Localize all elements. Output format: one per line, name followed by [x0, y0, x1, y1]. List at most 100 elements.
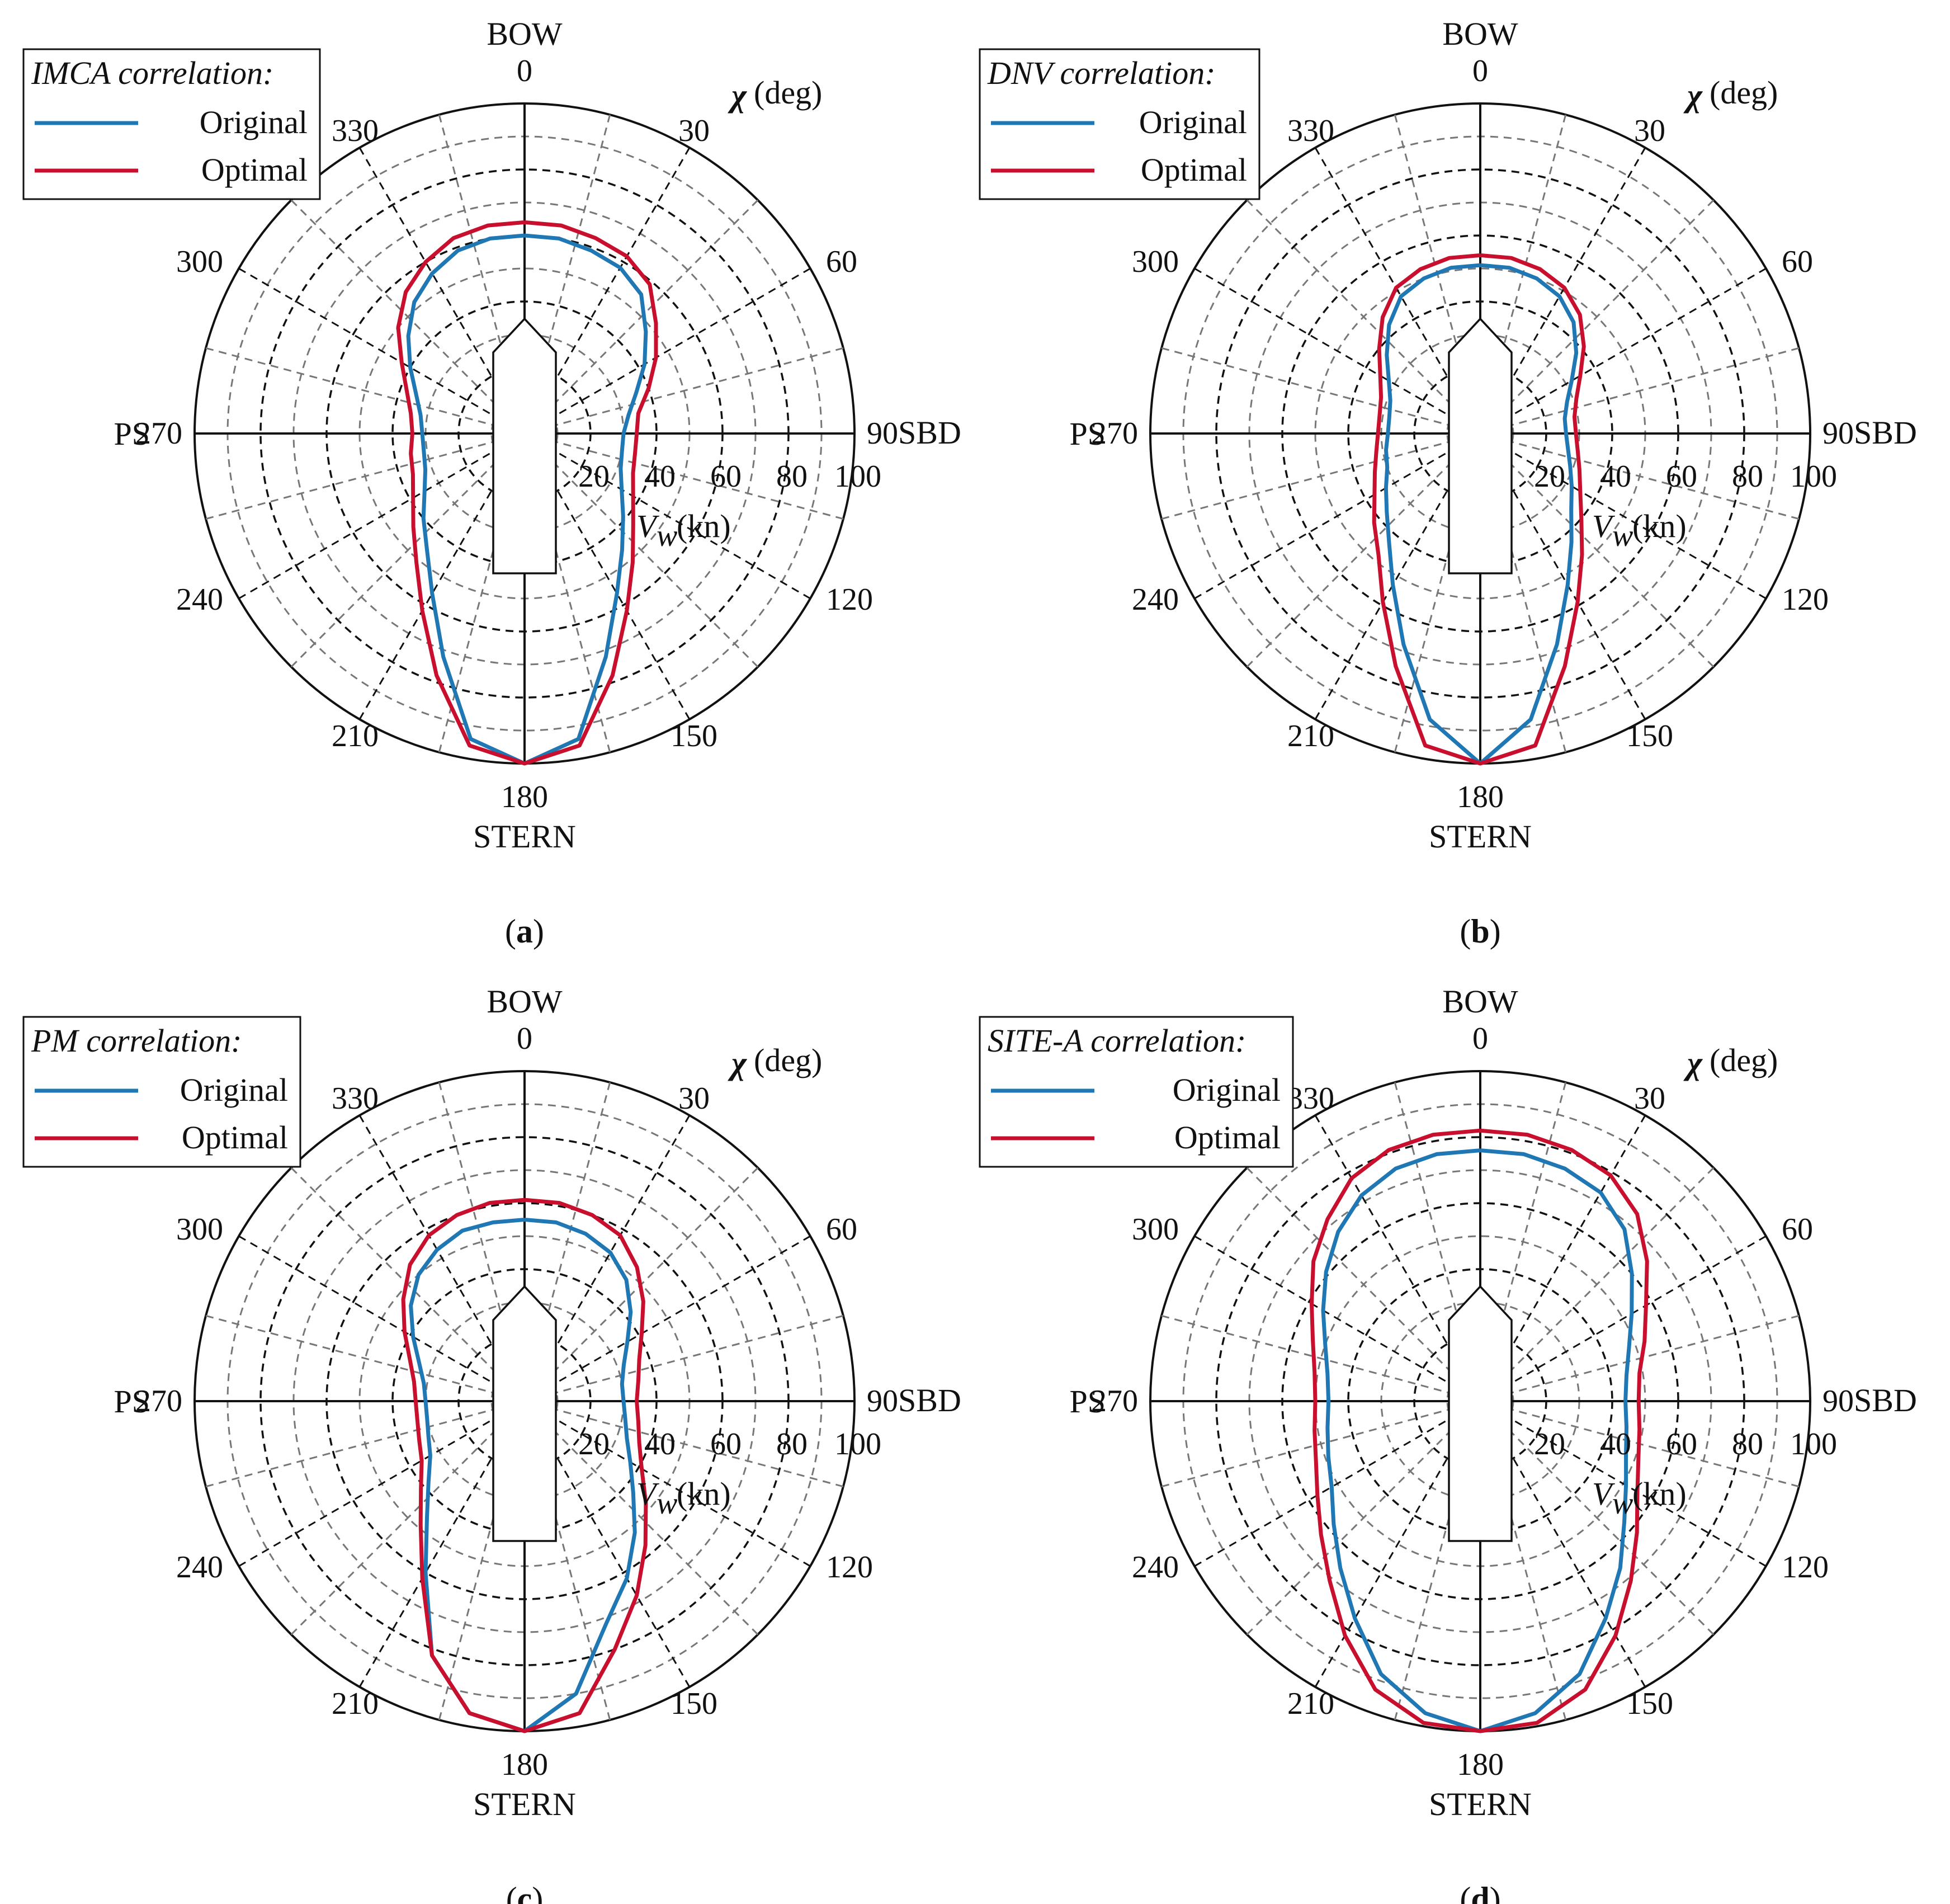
- ps-label: PS: [114, 416, 150, 452]
- grid-spoke: [523, 432, 759, 668]
- angle-label-270: 270: [1091, 416, 1138, 451]
- vessel-outline: [492, 317, 557, 574]
- vessel-outline: [492, 1285, 557, 1542]
- bow-label: BOW: [487, 983, 563, 1020]
- legend-label-original: Original: [1139, 104, 1247, 140]
- radial-tick-40: 40: [644, 459, 676, 494]
- grid-spoke: [1480, 1314, 1800, 1402]
- grid-spoke: [238, 1235, 525, 1402]
- angle-label-90: 90: [1822, 1384, 1854, 1418]
- series-line-optimal: [396, 220, 658, 766]
- grid-spoke: [524, 432, 811, 600]
- grid-spoke: [1479, 1167, 1715, 1402]
- grid-spoke: [1194, 267, 1481, 435]
- grid-spoke: [1480, 1400, 1767, 1567]
- angle-label-240: 240: [1132, 1550, 1179, 1585]
- grid-spoke: [1479, 1400, 1715, 1636]
- angle-label-330: 330: [332, 114, 379, 148]
- grid-spoke: [1246, 432, 1481, 668]
- angle-label-300: 300: [176, 1212, 223, 1247]
- angle-label-270: 270: [1091, 1384, 1138, 1418]
- grid-spoke: [1246, 199, 1481, 435]
- radial-tick-80: 80: [1732, 459, 1763, 494]
- legend-label-original: Original: [200, 104, 308, 140]
- angle-label-180: 180: [501, 1747, 548, 1782]
- vw-symbol: V: [1592, 1476, 1616, 1512]
- angle-label-0: 0: [517, 54, 532, 88]
- radial-tick-80: 80: [776, 1427, 808, 1462]
- angle-label-150: 150: [1626, 1686, 1673, 1721]
- angle-label-240: 240: [176, 582, 223, 617]
- angle-label-180: 180: [1457, 780, 1504, 814]
- angle-label-300: 300: [1132, 244, 1179, 279]
- angle-label-30: 30: [1634, 1081, 1665, 1116]
- angle-label-90: 90: [1822, 416, 1854, 451]
- angle-label-240: 240: [176, 1550, 223, 1585]
- grid-spoke: [1479, 432, 1715, 668]
- legend-label-original: Original: [180, 1072, 288, 1108]
- vw-symbol: V: [636, 1476, 660, 1512]
- legend-title: SITE-A correlation:: [988, 1022, 1246, 1059]
- angle-label-120: 120: [826, 582, 873, 617]
- angle-label-90: 90: [867, 1384, 898, 1418]
- grid-spoke: [238, 432, 525, 600]
- vw-unit-label: (kn): [1632, 508, 1687, 544]
- subfigure-caption: (c): [506, 1881, 544, 1904]
- legend-label-optimal: Optimal: [182, 1119, 288, 1156]
- series-line-optimal: [401, 1198, 648, 1733]
- radial-tick-20: 20: [1534, 1427, 1565, 1462]
- legend: PM correlation: Original Optimal: [22, 1016, 301, 1168]
- ps-label: PS: [114, 1383, 150, 1420]
- angle-label-240: 240: [1132, 582, 1179, 617]
- chi-unit-label: (deg): [754, 74, 822, 111]
- chi-symbol: χ: [728, 77, 747, 114]
- angle-label-330: 330: [332, 1081, 379, 1116]
- legend-label-original: Original: [1173, 1072, 1281, 1108]
- grid-spoke: [290, 1400, 526, 1636]
- grid-spoke: [524, 267, 811, 435]
- vw-unit-label: (kn): [677, 508, 731, 544]
- angle-label-0: 0: [1472, 54, 1488, 88]
- vw-unit-label: (kn): [677, 1476, 731, 1512]
- grid-spoke: [1246, 1167, 1481, 1402]
- vw-subscript: w: [657, 1486, 677, 1521]
- polar-chart-b: 0 30 60 90 120 150 180 210 240 270 300 330 BOW STERN S…: [979, 16, 1917, 950]
- grid-spoke: [1480, 432, 1800, 520]
- vw-symbol: V: [1592, 508, 1616, 544]
- angle-label-150: 150: [671, 719, 717, 753]
- stern-label: STERN: [473, 818, 576, 855]
- angle-label-90: 90: [867, 416, 898, 451]
- legend-label-optimal: Optimal: [1141, 152, 1247, 188]
- grid-spoke: [1161, 432, 1481, 520]
- polar-chart-c: 0 30 60 90 120 150 180 210 240 270 300 330 BOW STERN S…: [22, 983, 961, 1904]
- angle-label-150: 150: [1626, 719, 1673, 753]
- angle-label-210: 210: [332, 719, 379, 753]
- radial-tick-80: 80: [1732, 1427, 1763, 1462]
- legend-title: IMCA correlation:: [31, 55, 273, 91]
- grid-spoke: [1161, 1400, 1481, 1488]
- ps-label: PS: [1069, 416, 1106, 452]
- grid-spoke: [205, 432, 525, 520]
- sbd-label: SBD: [898, 1382, 961, 1418]
- legend-label-optimal: Optimal: [1174, 1119, 1281, 1156]
- legend: IMCA correlation: Original Optimal: [22, 48, 321, 200]
- grid-spoke: [1479, 199, 1715, 435]
- angle-label-330: 330: [1287, 114, 1334, 148]
- grid-spoke: [238, 1400, 525, 1567]
- grid-spoke: [1161, 347, 1481, 435]
- vessel-outline: [1448, 1285, 1513, 1542]
- radial-tick-40: 40: [1600, 459, 1631, 494]
- angle-label-0: 0: [517, 1021, 532, 1056]
- radial-tick-60: 60: [710, 459, 742, 494]
- grid-spoke: [1194, 1235, 1481, 1402]
- grid-spoke: [290, 432, 526, 668]
- angle-label-60: 60: [826, 1212, 857, 1247]
- radial-tick-60: 60: [1666, 1427, 1697, 1462]
- series-line-optimal: [1372, 253, 1586, 766]
- grid-spoke: [205, 1400, 525, 1488]
- angle-label-60: 60: [826, 244, 857, 279]
- vw-subscript: w: [1612, 1486, 1633, 1521]
- radial-tick-100: 100: [834, 1427, 881, 1462]
- vw-subscript: w: [1612, 519, 1633, 553]
- chi-symbol: χ: [1683, 1045, 1703, 1081]
